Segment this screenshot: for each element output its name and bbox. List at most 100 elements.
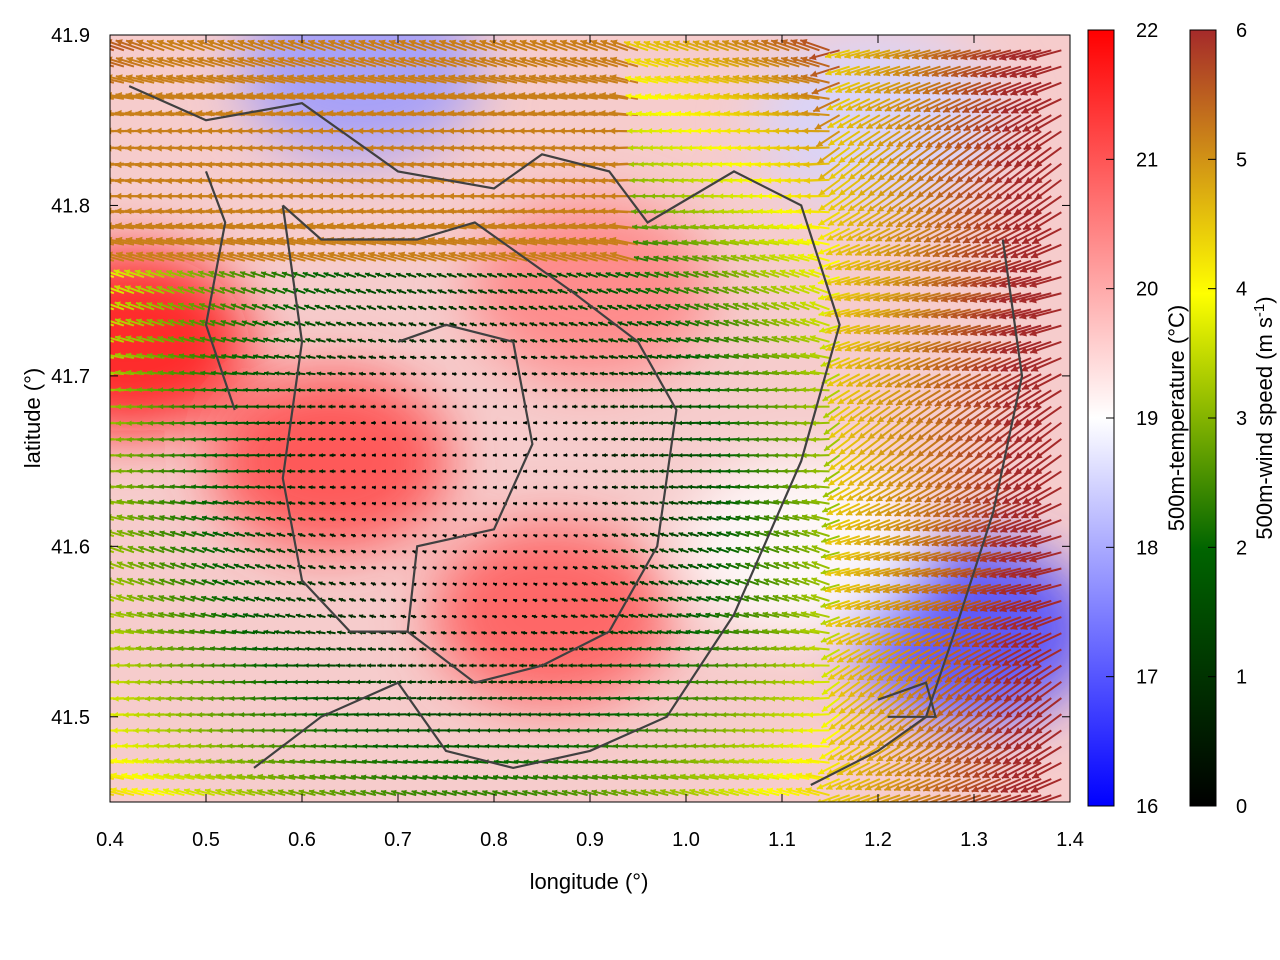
wind-arrow [505,728,518,733]
wind-arrow [896,697,921,717]
wind-arrow [461,790,477,797]
wind-arrow [443,759,457,765]
wind-arrow [472,774,487,780]
wind-arrow [360,774,377,780]
wind-arrow [487,696,497,701]
wind-arrow [121,757,145,764]
x-tick-label: 1.2 [864,829,892,851]
wind-arrow [110,80,115,84]
wind-arrow [426,695,437,701]
wind-arrow [110,757,135,764]
plot-area: 0.4 0.5 0.6 0.7 0.8 0.9 1.0 1.1 1.2 1.3 1.4 41.541… [51,25,1084,851]
wind-arrow [818,745,841,760]
wind-arrow [737,788,760,797]
wind-arrow [1022,745,1052,765]
wind-arrow [866,794,891,802]
wind-arrow [329,789,346,797]
wind-arrow [867,713,891,732]
wind-arrow [391,774,407,780]
wind-arrow [973,745,1002,765]
wind-arrow [492,774,508,780]
wind-arrow [142,772,165,780]
wind-arrow [913,761,941,778]
wind-arrow [303,679,316,685]
wind-arrow [131,772,155,780]
wind-arrow [990,778,1022,793]
wind-arrow [846,761,871,776]
wind-arrow [411,789,427,797]
wind-arrow [110,178,114,182]
temperature-colorbar-tick-label: 22 [1136,20,1158,42]
wind-arrow [110,787,135,797]
wind-arrow [571,789,588,797]
temperature-colorbar-tick-label: 16 [1136,796,1158,818]
wind-arrow [546,712,558,717]
wind-arrow [293,679,306,685]
wind-arrow [766,787,790,797]
wind-arrow [373,728,387,733]
wind-arrow [163,772,185,780]
wind-arrow [747,787,770,797]
wind-arrow [1031,761,1062,779]
wind-arrow [650,773,669,780]
wind-arrow [396,695,407,701]
wind-arrow [942,778,972,792]
wind-arrow [497,695,508,701]
wind-arrow [349,789,367,797]
wind-arrow [350,774,367,780]
temperature-blob-0 [210,371,451,552]
wind-arrow [425,712,437,717]
wind-arrow [689,773,709,780]
wind-arrow [620,789,639,797]
wind-arrow [828,713,851,731]
wind-arrow [485,728,497,733]
x-tick-label: 1.3 [960,829,988,851]
wind-arrow [915,794,941,802]
wind-arrow [670,773,689,780]
wind-arrow [405,712,417,717]
wind-arrow [866,745,891,762]
wind-arrow [376,679,387,685]
wind-arrow [313,679,326,685]
wind-speed-colorbar-tick-label: 5 [1236,149,1247,171]
wind-arrow [132,757,155,764]
wind-arrow [885,745,911,763]
wind-speed-label-main: 500m-wind speed (m s [1252,317,1277,540]
wind-arrow [551,789,568,797]
wind-arrow [370,789,387,797]
wind-arrow [205,758,225,764]
wind-arrow [932,778,961,792]
wind-arrow [895,745,921,763]
wind-arrow [659,788,679,797]
wind-arrow [867,729,891,747]
wind-arrow [1002,745,1032,765]
wind-arrow [522,789,538,797]
wind-arrow [567,679,578,685]
wind-arrow [992,745,1022,765]
wind-arrow [508,679,518,685]
wind-arrow [577,679,588,685]
wind-arrow [516,712,528,717]
x-axis-label: longitude (°) [530,869,649,894]
wind-arrow [596,679,608,685]
wind-arrow [225,788,246,797]
temperature-blob-2 [110,251,250,432]
wind-arrow [173,788,195,797]
wind-arrow [110,64,115,68]
wind-arrow [323,695,336,701]
wind-arrow [679,788,699,797]
wind-arrow [709,758,729,764]
wind-arrow [110,162,114,165]
wind-arrow [640,789,659,797]
wind-speed-colorbar-tick-label: 6 [1236,20,1247,42]
x-tick-label: 1.4 [1056,829,1084,851]
y-tick-label: 41.7 [51,366,90,388]
wind-arrow [142,757,165,764]
wind-speed-label-end: ) [1252,296,1277,303]
wind-arrow [747,772,770,780]
wind-arrow [1030,778,1062,793]
wind-arrow [965,697,992,718]
wind-arrow [934,794,961,802]
wind-arrow [1010,778,1042,793]
wind-arrow [532,774,548,780]
